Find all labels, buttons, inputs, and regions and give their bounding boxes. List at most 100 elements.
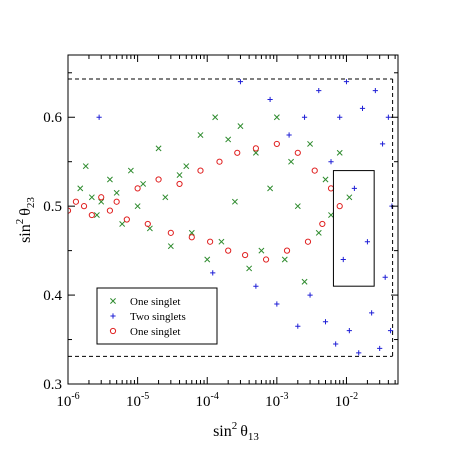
data-point: [167, 243, 174, 250]
best-fit-box: [332, 170, 375, 287]
legend-marker-plus: [110, 313, 116, 319]
data-point: [322, 176, 329, 183]
data-point: [343, 79, 350, 85]
data-point: [176, 172, 183, 178]
data-point: [237, 79, 244, 85]
data-point: [77, 185, 84, 192]
data-point: [144, 220, 151, 228]
y-tick-label: 0.6: [43, 110, 62, 126]
data-point: [327, 185, 335, 192]
data-point: [106, 207, 114, 214]
legend-box: [96, 287, 218, 345]
data-point: [134, 203, 141, 210]
data-point: [382, 274, 388, 280]
data-point: [328, 159, 334, 165]
data-point: [134, 185, 141, 192]
data-point: [113, 198, 120, 205]
legend-marker: [110, 298, 116, 304]
data-point: [372, 87, 378, 94]
legend-marker-circle: [109, 327, 117, 335]
legend-entry-one-singlet-circle: One singlet: [109, 326, 180, 338]
series-0: [77, 114, 353, 285]
series-2: [68, 140, 343, 263]
data-point: [234, 149, 241, 156]
data-point: [311, 167, 318, 174]
data-point: [267, 96, 273, 103]
data-point: [316, 87, 322, 94]
legend-marker-x: [110, 298, 116, 304]
y-tick-label: 0.5: [43, 199, 62, 215]
data-point: [197, 132, 204, 138]
data-point: [346, 194, 353, 201]
x-tick-label: 10-3: [265, 391, 288, 410]
data-point: [225, 136, 232, 143]
data-point: [140, 180, 147, 187]
data-point: [273, 140, 280, 148]
legend-marker: [109, 327, 117, 335]
data-point: [387, 328, 394, 334]
data-point: [204, 256, 211, 263]
data-point: [333, 341, 339, 347]
data-point: [88, 211, 95, 219]
data-point: [294, 149, 301, 156]
data-point: [274, 301, 280, 307]
data-point: [72, 198, 80, 205]
data-point: [307, 140, 314, 147]
y-tick-label: 0.3: [43, 377, 62, 393]
x-tick-label: 10-4: [196, 391, 219, 410]
data-point: [197, 167, 204, 174]
data-point: [155, 176, 162, 183]
data-point: [346, 328, 352, 334]
data-point: [295, 323, 301, 329]
legend-label: One singlet: [130, 326, 180, 338]
x-tick-label: 10-2: [335, 391, 358, 410]
data-point: [207, 238, 214, 245]
data-point: [336, 149, 343, 156]
legend-marker: [110, 313, 116, 319]
data-point: [364, 239, 371, 245]
data-point: [369, 310, 375, 316]
data-point: [237, 123, 244, 130]
data-point: [113, 189, 120, 196]
data-point: [167, 229, 174, 236]
data-point: [319, 220, 326, 228]
data-point: [301, 114, 308, 120]
legend-label: Two singlets: [130, 311, 186, 323]
legend: One singlet Two singlets One singlet: [96, 287, 218, 345]
data-point: [98, 198, 105, 205]
data-point: [119, 220, 126, 227]
data-point: [288, 158, 295, 165]
x-tick-label: 10-5: [126, 391, 149, 410]
y-axis: 0.3 0.4 0.5 0.6: [43, 72, 398, 393]
y-axis-label: sin2θ23: [14, 197, 37, 243]
data-point: [328, 212, 334, 219]
data-point: [183, 163, 190, 170]
data-point: [188, 234, 195, 241]
data-point: [336, 203, 343, 210]
data-point: [267, 185, 274, 192]
x-axis-label: sin2 θ13: [213, 420, 259, 443]
data-point: [155, 145, 162, 152]
data-point: [359, 105, 366, 111]
data-point: [82, 163, 89, 170]
data-point: [286, 132, 292, 138]
data-point: [242, 251, 249, 259]
data-point: [212, 114, 219, 121]
data-point: [162, 194, 169, 201]
data-point: [253, 283, 259, 289]
data-point: [88, 194, 95, 201]
x-axis: 10-6 10-5 10-4 10-3 10-2: [56, 55, 396, 410]
data-point: [218, 238, 225, 245]
data-point: [93, 212, 100, 219]
data-point: [225, 247, 232, 254]
legend-entry-two-singlets: Two singlets: [110, 311, 186, 323]
data-point: [322, 319, 329, 325]
data-point: [176, 180, 183, 188]
data-point: [127, 167, 134, 174]
x-tick-label: 10-6: [56, 391, 79, 410]
data-point: [356, 350, 362, 356]
data-point: [340, 256, 346, 263]
data-point: [80, 203, 88, 210]
data-point: [216, 158, 223, 165]
